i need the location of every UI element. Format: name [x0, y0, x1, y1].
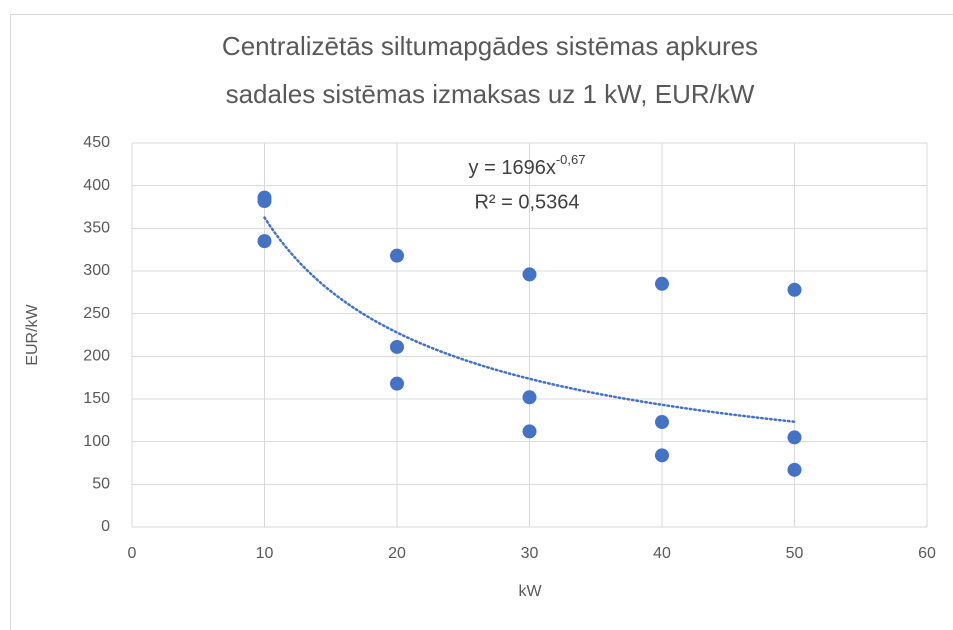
- equation-text: y = 1696x: [469, 157, 556, 179]
- x-tick-label: 10: [256, 545, 274, 562]
- trendline: [263, 216, 796, 423]
- x-tick-label: 30: [521, 545, 539, 562]
- y-tick-label: 250: [83, 305, 110, 322]
- y-tick-label: 50: [92, 476, 110, 493]
- plot: [257, 190, 802, 477]
- x-tick-label: 50: [786, 545, 804, 562]
- x-axis-label: kW: [518, 583, 542, 600]
- point: [522, 267, 537, 282]
- point: [787, 462, 802, 477]
- point: [522, 424, 537, 439]
- chart-title: Centralizētās siltumapgādes sistēmas apk…: [222, 31, 758, 61]
- r-squared: R² = 0,5364: [474, 191, 579, 213]
- chart-border: [10, 14, 953, 630]
- point: [390, 339, 404, 354]
- y-axis-label: EUR/kW: [24, 303, 41, 365]
- x-tick-label: 60: [918, 545, 936, 562]
- equation-exponent: -0,67: [556, 152, 586, 167]
- y-tick-label: 0: [101, 518, 110, 535]
- x-tick-label: 0: [128, 545, 137, 562]
- y-tick-label: 350: [83, 220, 110, 237]
- point: [390, 376, 404, 391]
- point: [257, 234, 272, 249]
- point: [390, 248, 404, 263]
- point: [655, 415, 669, 430]
- point: [655, 276, 669, 291]
- chart-title: sadales sistēmas izmaksas uz 1 kW, EUR/k…: [226, 79, 755, 109]
- y-tick-label: 400: [83, 177, 110, 194]
- point: [257, 194, 272, 209]
- y-tick-label: 450: [83, 134, 110, 151]
- y-tick-label: 100: [83, 433, 110, 450]
- y-tick-label: 150: [83, 390, 110, 407]
- y-tick-label: 300: [83, 262, 110, 279]
- y-tick-label: 200: [83, 348, 110, 365]
- point: [787, 282, 802, 297]
- point: [787, 430, 802, 445]
- x-tick-label: 40: [653, 545, 671, 562]
- x-tick-label: 20: [388, 545, 406, 562]
- point: [522, 390, 537, 405]
- trendline-equation: y = 1696x-0,67: [469, 152, 586, 179]
- point: [655, 448, 669, 463]
